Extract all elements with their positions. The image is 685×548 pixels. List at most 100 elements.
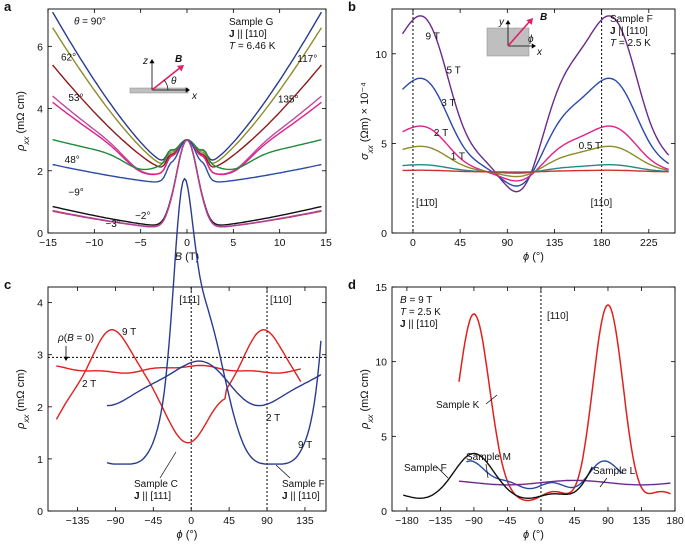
a-series-label-6: 48° <box>65 155 80 166</box>
a-series-label-3: 53° <box>68 93 83 104</box>
a-series-line-5 <box>52 139 322 171</box>
c-x-tick-label: 0 <box>188 515 194 527</box>
c-vline-label-0: [111] <box>179 295 200 306</box>
b-inset-y-arrowhead <box>505 20 511 25</box>
d-series-line-0 <box>458 304 671 502</box>
d-series-label-2: Sample L <box>593 466 636 477</box>
c-series-line-2 <box>106 177 322 465</box>
d-pointer-sample-m <box>485 463 489 479</box>
c-x-tick-label: 90 <box>261 515 273 527</box>
d-y-axis-label: ρxx (mΩ cm) <box>359 369 375 430</box>
c-label-sample-f: Sample F <box>282 479 325 490</box>
a-y-tick-label: 4 <box>37 104 43 116</box>
d-panel-letter: d <box>348 277 356 292</box>
c-y-tick-label: 3 <box>37 350 43 362</box>
a-series-line-9 <box>52 139 322 228</box>
panel-d: −180 −135 −90 −45 0 45 90 135 180 0 5 10 15 ϕ (°) ρxx … <box>348 277 684 541</box>
d-x-tick-label: −45 <box>499 515 517 527</box>
d-x-tick-label: −180 <box>395 515 419 527</box>
b-inset-angle-label: ϕ <box>528 34 534 45</box>
a-info-line-0: Sample G <box>229 17 274 28</box>
d-y-tick-label: 10 <box>375 357 387 369</box>
b-info-line-1: J || [110] <box>610 26 648 37</box>
d-info-line-0: B = 9 T <box>400 295 432 306</box>
a-plot-frame <box>47 8 327 234</box>
d-series-label-1: Sample M <box>466 452 511 463</box>
d-plot-frame <box>391 286 676 512</box>
a-series-line-2 <box>52 64 322 168</box>
d-y-tick-label: 15 <box>375 282 387 294</box>
a-x-tick-label: 5 <box>230 237 236 249</box>
a-series-line-4 <box>52 101 322 176</box>
a-series-line-3 <box>52 95 322 175</box>
c-panel-letter: c <box>4 277 11 292</box>
c-label-f2: 2 T <box>266 413 280 424</box>
c-pointer-sample-c <box>159 451 177 479</box>
a-inset-angle-arc <box>163 79 169 91</box>
a-inset-field-label: B <box>175 54 182 65</box>
d-y-tick-label: 5 <box>381 431 387 443</box>
d-x-tick-label: 90 <box>602 515 614 527</box>
d-pointer-sample-f <box>436 466 449 479</box>
b-inset: y x Bϕ <box>486 12 547 58</box>
b-vline-label-0: [11̄0] <box>416 198 438 209</box>
b-series-line-0 <box>401 15 670 193</box>
c-label-j-f: J || [110] <box>282 491 320 502</box>
b-y-axis-label: σxx (Ωm) × 10⁻⁴ <box>359 82 375 160</box>
d-y-tick-label: 0 <box>381 506 387 518</box>
a-x-axis-label: B (T) <box>175 251 199 263</box>
b-info-line-2: T = 2.5 K <box>610 38 651 49</box>
a-series-label-2: 62° <box>61 52 76 63</box>
c-pointer-sample-f <box>275 464 291 479</box>
a-inset-z-label: z <box>142 56 148 67</box>
a-inset-x-label: x <box>191 91 198 102</box>
d-x-tick-label: −90 <box>465 515 483 527</box>
a-y-axis-label: ρxx (mΩ cm) <box>15 91 31 152</box>
a-info-line-2: T = 6.46 K <box>229 41 276 52</box>
b-x-tick-label: 225 <box>640 237 658 249</box>
c-series-line-3 <box>107 360 322 407</box>
a-x-tick-label: 10 <box>274 237 286 249</box>
a-series-label-4: 135° <box>278 94 299 105</box>
b-info-line-0: Sample F <box>610 14 653 25</box>
a-series-label-1: 117° <box>297 54 317 65</box>
b-series-line-5 <box>402 169 669 173</box>
d-series-line-2 <box>458 479 671 486</box>
b-inset-field-arrowhead <box>526 18 533 25</box>
panel-b: 0 45 90 135 180 225 0 5 10 ϕ (°) σxx (Ωm) × 10⁻⁴ b [… <box>348 0 676 263</box>
a-x-tick-label: 0 <box>184 237 190 249</box>
d-series-line-3 <box>403 452 593 499</box>
a-y-tick-label: 0 <box>37 228 43 240</box>
c-y-tick-label: 0 <box>37 506 43 518</box>
c-hline-label: ρ(B = 0) <box>57 333 94 344</box>
c-series-line-0 <box>55 329 302 444</box>
b-y-tick-label: 0 <box>381 228 387 240</box>
d-info-line-1: T = 2.5 K <box>400 307 441 318</box>
c-y-tick-label: 4 <box>37 298 43 310</box>
b-plot-frame <box>391 8 676 234</box>
d-series-label-3: Sample F <box>404 463 447 474</box>
d-x-tick-label: 135 <box>633 515 651 527</box>
c-plot-frame <box>47 286 327 512</box>
a-series-label-7: −9° <box>68 188 83 199</box>
b-series-label-5: 0.5 T <box>579 141 602 152</box>
a-series-label-0: θ = 90° <box>74 17 106 28</box>
c-y-axis-label: ρxx (mΩ cm) <box>15 369 31 430</box>
c-label-sample-c: Sample C <box>134 479 178 490</box>
c-label-j-c: J || [111] <box>134 491 171 502</box>
d-vline-label-0: [110] <box>547 311 569 322</box>
panel-a: −15 −10 −5 0 5 10 15 0 2 4 6 B (T) ρxx (mΩ cm) a θ = 9… <box>4 0 332 263</box>
c-y-tick-label: 2 <box>37 402 43 414</box>
a-x-tick-label: −5 <box>135 237 147 249</box>
c-x-tick-label: −135 <box>66 515 90 527</box>
b-series-line-1 <box>402 77 670 187</box>
b-series-label-2: 3 T <box>441 98 455 109</box>
a-y-axis-label-group: ρxx (mΩ cm) <box>15 91 31 152</box>
b-inset-field-label: B <box>540 12 547 23</box>
c-label-f9: 9 T <box>298 440 312 451</box>
d-series-line-1 <box>466 460 624 490</box>
b-x-axis-label: ϕ (°) <box>523 251 544 263</box>
d-x-tick-label: 0 <box>538 515 544 527</box>
c-x-tick-label: 135 <box>296 515 314 527</box>
